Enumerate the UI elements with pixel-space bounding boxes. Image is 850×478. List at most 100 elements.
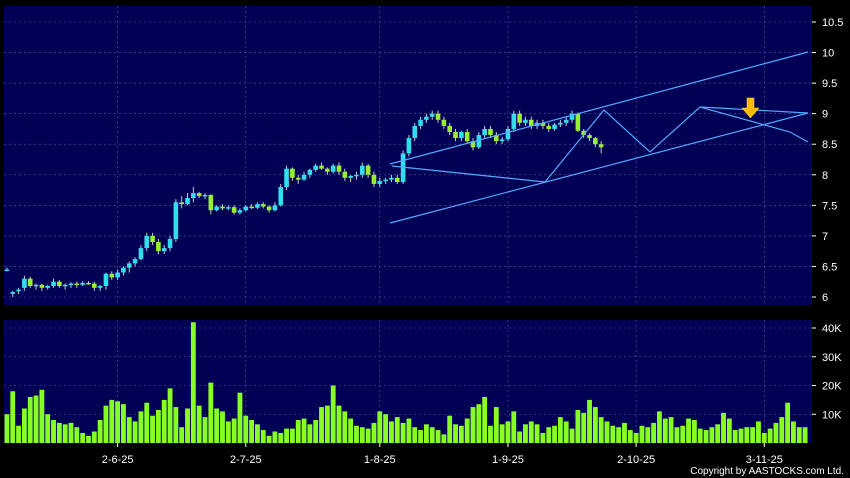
candle-body (33, 284, 39, 287)
volume-bar (179, 427, 185, 443)
candle-body (4, 269, 10, 271)
candle-body (231, 207, 237, 213)
candle-body (325, 168, 330, 172)
candle-body (319, 165, 324, 169)
candle-body (156, 242, 161, 252)
volume-bar (313, 420, 319, 443)
volume-bar (587, 399, 592, 444)
candle-body (266, 206, 272, 211)
volume-bar (16, 425, 21, 443)
price-tick-label: 6 (822, 292, 828, 304)
candle-body (121, 267, 126, 273)
volume-bar (260, 430, 266, 443)
candle-body (482, 128, 487, 136)
candle-body (558, 122, 563, 125)
candle-body (453, 132, 458, 139)
price-tick-label: 9.5 (822, 78, 837, 90)
candle-body (464, 132, 470, 142)
candle-body (348, 176, 353, 178)
volume-bar (365, 428, 371, 444)
candle-body (173, 202, 179, 239)
volume-bar (348, 418, 354, 443)
volume-bar (756, 421, 761, 443)
candle-body (389, 177, 394, 180)
volume-bar (225, 421, 231, 443)
candle-body (295, 177, 301, 180)
volume-bar (505, 421, 511, 443)
volume-bar (33, 395, 39, 443)
volume-bar (208, 382, 214, 444)
candle-body (354, 174, 359, 177)
candle-body (598, 144, 604, 148)
date-tick-label: 1-9-25 (492, 454, 524, 466)
volume-bar (674, 427, 680, 443)
volume-bar (458, 425, 464, 443)
candle-body (51, 281, 56, 286)
candle-body (202, 194, 208, 197)
volume-bar (155, 409, 161, 443)
volume-bar (289, 428, 295, 444)
volume-bar (255, 424, 260, 443)
volume-bar (802, 427, 808, 443)
candlesticks (4, 110, 604, 297)
volume-bar (691, 420, 697, 443)
candle-body (27, 278, 33, 286)
volume-bar (301, 418, 307, 443)
volume-bar (791, 421, 796, 443)
candle-body (191, 193, 196, 198)
candle-body (575, 113, 581, 131)
down-arrow-icon (741, 97, 760, 119)
candle-body (330, 165, 336, 172)
candle-body (196, 193, 202, 197)
trend-channel (389, 51, 809, 224)
candle-body (103, 273, 109, 286)
candle-body (359, 165, 365, 175)
volume-bar (56, 422, 62, 444)
date-tick-label: 2-10-25 (617, 454, 655, 466)
volume-bars (4, 322, 808, 444)
candle-body (406, 138, 412, 154)
volume-bar (307, 424, 313, 443)
candle-body (97, 286, 103, 288)
volume-bar (767, 428, 773, 444)
volume-bar (633, 432, 639, 443)
volume-bar (214, 408, 220, 443)
volume-bar (324, 405, 330, 444)
volume-bar (237, 392, 243, 443)
volume-bar (499, 424, 505, 443)
volume-bar (27, 397, 33, 443)
volume-bar (400, 422, 406, 444)
volume-bar (732, 430, 738, 443)
volume-bar (738, 428, 744, 444)
candle-body (80, 282, 85, 285)
price-tick-label: 6.5 (822, 261, 837, 273)
volume-bar (435, 430, 441, 443)
volume-bar (721, 412, 726, 443)
volume-bar (336, 405, 342, 444)
candle-body (22, 278, 27, 288)
volume-bar (610, 425, 616, 443)
volume-bar (359, 427, 365, 443)
candle-body (552, 124, 557, 129)
volume-bar (190, 322, 196, 443)
candle-body (336, 165, 342, 172)
volume-tick-label: 10K (822, 409, 842, 421)
candle-body (441, 119, 447, 126)
candle-body (517, 113, 522, 123)
volume-bar (761, 432, 767, 443)
volume-bar (272, 431, 278, 443)
volume-bar (220, 411, 225, 444)
candle-body (418, 119, 423, 126)
candle-body (429, 113, 435, 117)
volume-bar (45, 414, 51, 443)
candle-body (546, 125, 552, 129)
volume-bar (476, 404, 482, 443)
signal-marker (741, 97, 760, 119)
candle-body (132, 259, 138, 264)
candle-body (459, 132, 464, 139)
candle-body (523, 119, 528, 123)
volume-tick-label: 40K (822, 323, 842, 335)
candle-body (74, 283, 80, 286)
candle-body (499, 139, 505, 142)
volume-bar (173, 407, 179, 443)
